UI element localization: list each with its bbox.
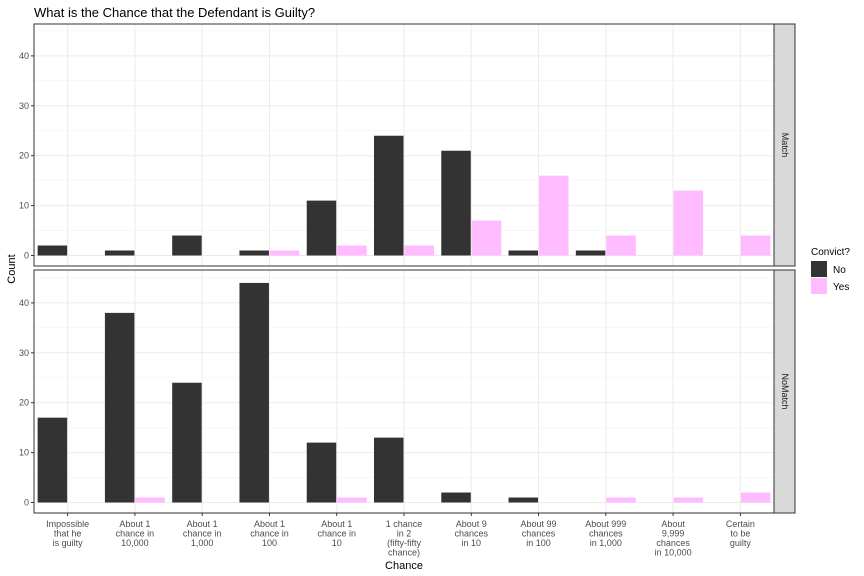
bar-yes: [673, 190, 704, 256]
bar-yes: [337, 497, 367, 503]
bar-yes: [606, 235, 636, 256]
facet-panel-match: 0 10 20 30 40 Match: [19, 23, 796, 267]
y-tick-label: 30: [19, 348, 29, 358]
bar-yes: [740, 492, 771, 503]
bar-yes: [539, 175, 569, 256]
y-tick-label: 0: [24, 498, 29, 508]
bar-yes: [471, 220, 502, 256]
facet-panel-nomatch: 0 10 20 30 40 NoMatch: [19, 269, 796, 514]
bar-no: [441, 150, 471, 256]
x-tick-label: About 9,999 chances in 10,000: [655, 519, 692, 558]
y-tick-label: 40: [19, 51, 29, 61]
bar-no: [306, 442, 337, 503]
x-tick-label: About 1 chance in 1,000: [183, 519, 222, 548]
y-tick-label: 0: [24, 251, 29, 261]
facet-strip-label: Match: [780, 133, 790, 158]
x-axis-title: Chance: [385, 560, 423, 572]
bar-no: [239, 250, 269, 256]
y-tick-label: 20: [19, 151, 29, 161]
x-tick-label: About 1 chance in 10: [317, 519, 356, 548]
bar-no: [172, 382, 202, 503]
chart-title: What is the Chance that the Defendant is…: [34, 5, 315, 20]
bar-yes: [269, 250, 300, 256]
y-tick-label: 10: [19, 448, 29, 458]
legend-label-no: No: [833, 265, 846, 276]
bar-no: [104, 250, 135, 256]
bar-no: [104, 312, 135, 503]
x-tick-label: About 999 chances in 1,000: [585, 519, 626, 548]
bar-yes: [404, 245, 434, 256]
x-tick-label: About 99 chances in 100: [521, 519, 557, 548]
facet-strip: [773, 23, 796, 267]
legend-label-yes: Yes: [833, 282, 849, 293]
bar-no: [374, 437, 404, 503]
bar-yes: [740, 235, 771, 256]
bar-no: [508, 497, 539, 503]
bar-no: [508, 250, 539, 256]
y-tick-label: 30: [19, 101, 29, 111]
bar-no: [239, 282, 269, 503]
bar-yes: [673, 497, 704, 503]
x-tick-label: Impossible that he is guilty: [46, 519, 89, 548]
legend-swatch-no: [811, 261, 827, 277]
bar-no: [575, 250, 606, 256]
facet-strip-label: NoMatch: [780, 373, 790, 409]
bar-yes: [606, 497, 636, 503]
legend: Convict? No Yes: [811, 247, 850, 294]
legend-swatch-yes: [811, 278, 827, 294]
bar-no: [172, 235, 202, 256]
x-tick-label: About 9 chances in 10: [455, 519, 489, 548]
bar-no: [441, 492, 471, 503]
legend-title: Convict?: [811, 247, 850, 258]
bar-yes: [337, 245, 367, 256]
x-tick-label: About 1 chance in 100: [250, 519, 289, 548]
bar-no: [37, 245, 68, 256]
bar-no: [374, 135, 404, 256]
x-tick-label: 1 chance in 2 (fifty-fifty chance): [386, 519, 423, 558]
bar-yes: [135, 497, 165, 503]
bar-no: [306, 200, 337, 256]
x-tick-label: About 1 chance in 10,000: [116, 519, 155, 548]
facet-strip: [773, 269, 796, 514]
x-tick-label: Certain to be guilty: [726, 519, 755, 548]
y-tick-label: 40: [19, 298, 29, 308]
y-axis-title: Count: [6, 254, 18, 283]
bar-no: [37, 417, 68, 503]
y-tick-label: 10: [19, 201, 29, 211]
y-tick-label: 20: [19, 398, 29, 408]
x-tick-labels: Impossible that he is guilty About 1 chance …: [46, 513, 755, 558]
facet-panels: 0 10 20 30 40 Match 0 10 20 30 40 NoMatch: [19, 23, 796, 514]
